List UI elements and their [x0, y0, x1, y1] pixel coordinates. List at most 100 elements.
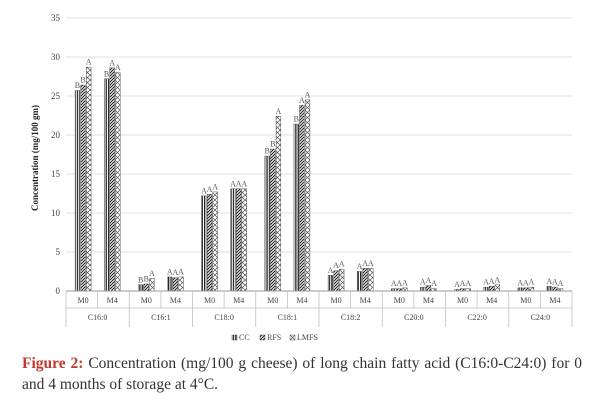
bar — [138, 284, 144, 292]
significance-label: A — [426, 276, 432, 285]
caption-text: Concentration (mg/100 g cheese) of long … — [22, 355, 582, 393]
bar — [270, 148, 276, 292]
legend-swatch — [259, 334, 266, 341]
month-tick-label: M4 — [360, 296, 371, 305]
significance-label: A — [149, 269, 155, 278]
y-axis-label: Concentration (mg/100 gm) — [30, 105, 40, 211]
bar — [212, 191, 218, 292]
bar — [368, 268, 374, 292]
month-tick-label: M0 — [204, 296, 215, 305]
significance-label: A — [529, 278, 535, 287]
significance-label: A — [494, 275, 500, 284]
y-tick-label: 25 — [51, 91, 61, 101]
gridlines — [66, 17, 572, 253]
month-tick-label: M4 — [170, 296, 181, 305]
bar — [80, 84, 86, 292]
bar — [74, 90, 81, 292]
bar — [201, 195, 207, 292]
significance-label: A — [115, 63, 121, 72]
month-tick-label: M0 — [394, 296, 405, 305]
significance-label: A — [431, 279, 437, 288]
y-tick-label: 5 — [56, 247, 61, 257]
month-tick-label: M4 — [423, 296, 434, 305]
significance-label: A — [465, 279, 471, 288]
bar — [425, 285, 432, 292]
significance-label: A — [328, 266, 334, 275]
bar — [483, 286, 489, 292]
caption-label: Figure 2: — [22, 355, 84, 372]
bar — [264, 155, 270, 292]
bar — [103, 78, 110, 292]
bar — [275, 116, 282, 292]
y-tick-label: 15 — [51, 169, 61, 179]
bar — [236, 188, 242, 292]
month-tick-label: M0 — [141, 296, 152, 305]
significance-label: A — [333, 261, 339, 270]
bar — [109, 67, 115, 292]
significance-label: A — [212, 182, 218, 191]
legend: CC RFS LMFS — [231, 333, 318, 342]
significance-label: A — [517, 278, 523, 287]
bar — [327, 275, 334, 292]
significance-label: A — [391, 279, 397, 288]
significance-label: A — [460, 279, 466, 288]
bar — [178, 276, 184, 292]
month-tick-label: M0 — [331, 296, 342, 305]
month-tick-label: M0 — [78, 296, 89, 305]
y-tick-label: 0 — [56, 286, 61, 296]
month-tick-label: M0 — [457, 296, 468, 305]
significance-label: A — [86, 58, 92, 67]
significance-label: A — [339, 260, 345, 269]
figure-caption: Figure 2: Concentration (mg/100 g cheese… — [22, 353, 582, 395]
bars — [74, 66, 564, 292]
fatty-acid-label: C16:1 — [151, 313, 171, 322]
significance-label: A — [230, 179, 236, 188]
significance-label: A — [546, 277, 552, 286]
significance-label: A — [454, 280, 460, 289]
month-tick-label: M4 — [296, 296, 307, 305]
significance-label: B — [270, 140, 275, 149]
bar — [304, 99, 311, 292]
significance-label: B — [104, 69, 109, 78]
bar — [552, 286, 558, 292]
significance-label: B — [144, 274, 149, 283]
legend-swatch — [289, 334, 296, 341]
bar — [167, 276, 173, 292]
significance-label: A — [305, 90, 311, 99]
significance-label: A — [558, 279, 564, 288]
bar — [362, 268, 368, 292]
significance-label: A — [207, 185, 213, 194]
significance-label: A — [299, 96, 305, 105]
month-tick-label: M0 — [520, 296, 531, 305]
month-tick-label: M4 — [233, 296, 244, 305]
significance-label: B — [294, 115, 299, 124]
bar — [230, 188, 236, 292]
significance-label: A — [109, 58, 115, 67]
bar — [149, 278, 155, 292]
significance-label: A — [368, 259, 374, 268]
fatty-acid-label: C24:0 — [531, 313, 551, 322]
fatty-acid-label: C18:0 — [214, 313, 234, 322]
significance-label: A — [167, 267, 173, 276]
significance-label: A — [357, 262, 363, 271]
fatty-acid-label: C20:0 — [404, 313, 424, 322]
significance-label: A — [489, 277, 495, 286]
month-tick-label: M4 — [107, 296, 118, 305]
fatty-acid-label: C22:0 — [467, 313, 487, 322]
bar-chart: 0 5 10 15 20 25 30 35 Concentration (mg/100 gm)… — [30, 13, 573, 342]
legend-label: LMFS — [297, 333, 318, 342]
bar — [299, 105, 305, 292]
significance-label: A — [173, 268, 179, 277]
significance-label: A — [241, 179, 247, 188]
month-tick-label: M4 — [486, 296, 497, 305]
significance-label: A — [402, 278, 408, 287]
significance-label: A — [201, 186, 207, 195]
significance-label: B — [138, 275, 143, 284]
y-tick-label: 20 — [51, 130, 61, 140]
bar — [528, 286, 535, 292]
significance-label: B — [80, 76, 85, 85]
fatty-acid-label: C18:2 — [341, 313, 361, 322]
significance-label: A — [523, 278, 529, 287]
bar — [333, 270, 339, 292]
